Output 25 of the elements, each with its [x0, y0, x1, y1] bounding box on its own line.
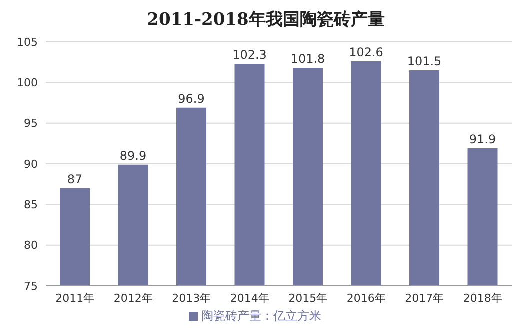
data-label: 91.9: [469, 132, 496, 147]
y-tick-label: 90: [24, 158, 38, 171]
x-tick-label: 2018年: [463, 292, 502, 305]
data-label: 89.9: [120, 148, 147, 163]
chart-title: 2011-2018年我国陶瓷砖产量: [146, 9, 386, 32]
data-label: 102.6: [349, 46, 384, 60]
x-tick-label: 2013年: [172, 292, 212, 305]
x-tick-label: 2011年: [56, 292, 95, 305]
x-tick-label: 2015年: [288, 292, 328, 305]
data-label: 87: [67, 172, 83, 186]
data-label: 102.3: [232, 48, 267, 62]
y-tick-label: 105: [17, 36, 38, 49]
x-tick-label: 2014年: [230, 292, 270, 305]
x-tick-label: 2016年: [346, 292, 386, 305]
data-label: 96.9: [178, 92, 205, 106]
data-label: 101.8: [290, 52, 326, 66]
legend-label: 陶瓷砖产量：亿立方米: [202, 309, 322, 323]
y-tick-label: 85: [24, 198, 38, 212]
x-tick-label: 2012年: [114, 292, 153, 305]
x-tick-label: 2017年: [405, 292, 444, 305]
y-tick-label: 80: [24, 239, 38, 252]
y-tick-label: 95: [24, 117, 38, 130]
y-tick-label: 75: [24, 280, 38, 293]
y-tick-label: 100: [17, 76, 38, 90]
data-label: 101.5: [407, 54, 442, 68]
